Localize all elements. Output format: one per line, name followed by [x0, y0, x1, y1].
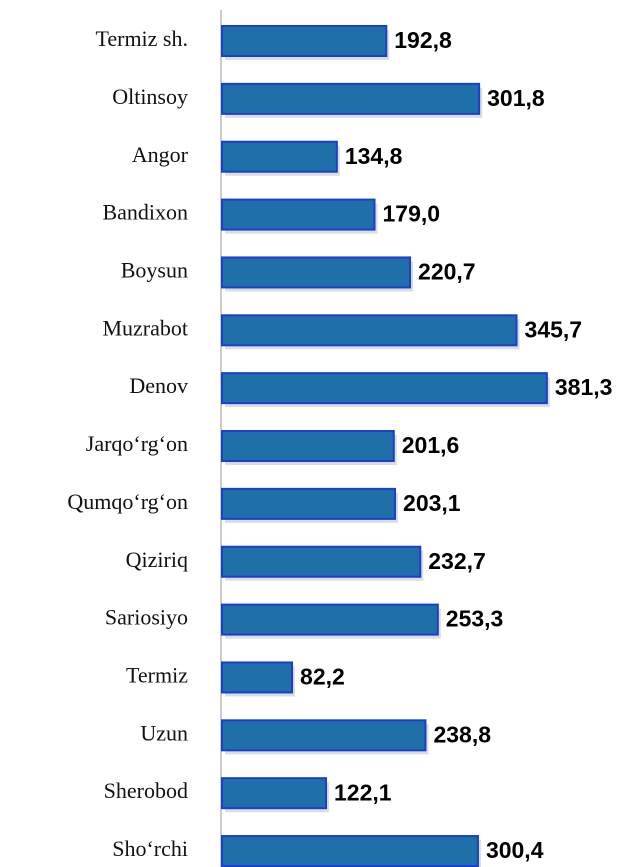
bar — [221, 372, 548, 405]
category-label: Boysun — [121, 257, 188, 282]
category-label: Angor — [132, 142, 189, 167]
value-label: 201,6 — [402, 432, 460, 458]
value-label: 300,4 — [486, 837, 544, 863]
value-label: 345,7 — [525, 316, 583, 342]
value-label: 220,7 — [418, 259, 476, 285]
value-label: 134,8 — [345, 143, 403, 169]
bar — [221, 256, 412, 289]
value-label: 381,3 — [555, 374, 613, 400]
category-label: Sariosiyo — [105, 605, 188, 630]
value-label: 179,0 — [383, 201, 441, 227]
category-label: Denov — [129, 373, 188, 398]
value-label: 203,1 — [403, 490, 461, 516]
category-label: Qumqo‘rg‘on — [67, 489, 188, 514]
value-label: 82,2 — [300, 664, 345, 690]
bar — [221, 661, 294, 694]
bar — [221, 314, 518, 347]
category-label: Bandixon — [102, 200, 188, 225]
bar — [221, 140, 338, 173]
bar — [221, 487, 397, 520]
value-label: 253,3 — [446, 606, 504, 632]
bar — [221, 719, 427, 752]
bar — [221, 25, 388, 57]
category-label: Oltinsoy — [112, 84, 188, 109]
category-label: Qiziriq — [126, 547, 188, 572]
bar — [221, 603, 439, 636]
category-label: Termiz sh. — [95, 26, 188, 51]
category-label: Sherobod — [104, 778, 188, 803]
category-label: Uzun — [140, 720, 188, 745]
category-label: Jarqo‘rg‘on — [86, 431, 188, 456]
category-label: Muzrabot — [102, 315, 188, 340]
value-label: 238,8 — [433, 721, 491, 747]
category-label: Sho‘rchi — [112, 836, 188, 861]
bar — [221, 198, 376, 231]
value-label: 192,8 — [394, 27, 452, 53]
bar — [221, 430, 395, 463]
value-label: 301,8 — [487, 85, 545, 111]
bar — [221, 82, 481, 115]
bar — [221, 545, 422, 578]
value-label: 232,7 — [428, 548, 486, 574]
category-label: Termiz — [126, 663, 188, 688]
bar — [221, 777, 328, 810]
value-label: 122,1 — [334, 779, 392, 805]
bar — [221, 835, 479, 867]
